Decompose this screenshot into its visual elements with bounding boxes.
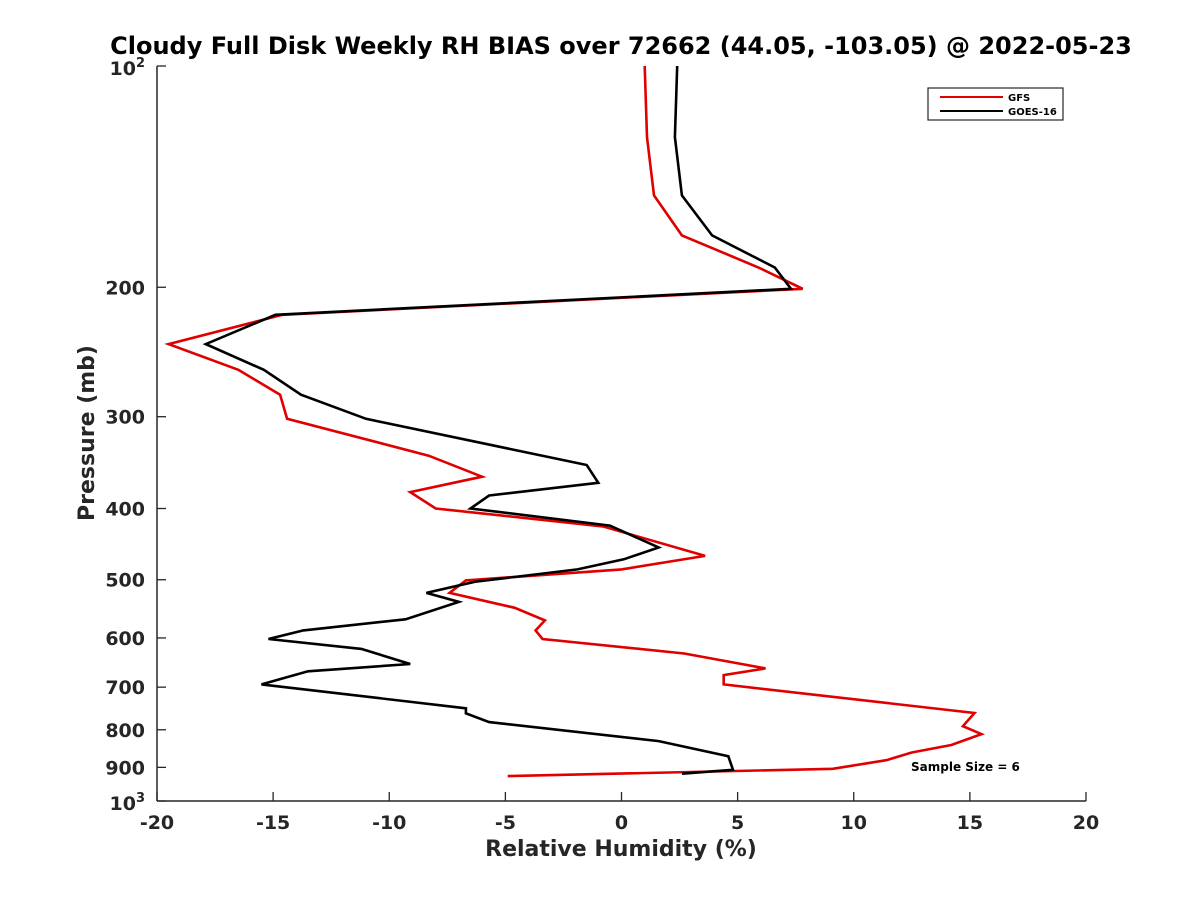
x-axis-label: Relative Humidity (%) [485, 837, 757, 862]
x-tick-label: 10 [841, 812, 867, 834]
y-tick-label: 800 [105, 720, 145, 742]
x-tick-label: -10 [372, 812, 406, 834]
y-tick-label: 500 [105, 570, 145, 592]
y-axis-ticks: 200 300 400 500 600 700 800 900 [105, 65, 166, 802]
x-tick-label: 15 [957, 812, 983, 834]
x-tick-label: 0 [615, 812, 628, 834]
x-tick-label: 5 [731, 812, 744, 834]
x-tick-label: -15 [256, 812, 290, 834]
x-tick-label: 20 [1073, 812, 1099, 834]
series-line-goes-16 [202, 65, 794, 775]
y-tick-label: 600 [105, 628, 145, 650]
series-line-gfs [164, 65, 986, 778]
y-tick-label: 300 [105, 407, 145, 429]
sample-size-annotation: Sample Size = 6 [911, 760, 1020, 774]
x-axis-ticks: -20 -15 -10 -5 0 5 10 15 20 [140, 792, 1099, 834]
legend-label-gfs: GFS [1008, 93, 1030, 104]
y-tick-label: 900 [105, 757, 145, 779]
y-tick-label-bottom: 103 [110, 791, 146, 815]
y-tick-label: 400 [105, 499, 145, 521]
chart-title: Cloudy Full Disk Weekly RH BIAS over 726… [110, 32, 1132, 60]
x-tick-label: -5 [495, 812, 516, 834]
legend-box [927, 87, 1064, 121]
legend-label-goes16: GOES-16 [1008, 107, 1057, 118]
y-axis-label: Pressure (mb) [75, 345, 100, 521]
y-tick-label: 200 [105, 277, 145, 299]
y-tick-label: 700 [105, 677, 145, 699]
y-tick-label-top: 102 [110, 56, 146, 80]
legend: GFS GOES-16 [927, 87, 1064, 121]
x-tick-label: -20 [140, 812, 174, 834]
series-layer [164, 65, 986, 778]
